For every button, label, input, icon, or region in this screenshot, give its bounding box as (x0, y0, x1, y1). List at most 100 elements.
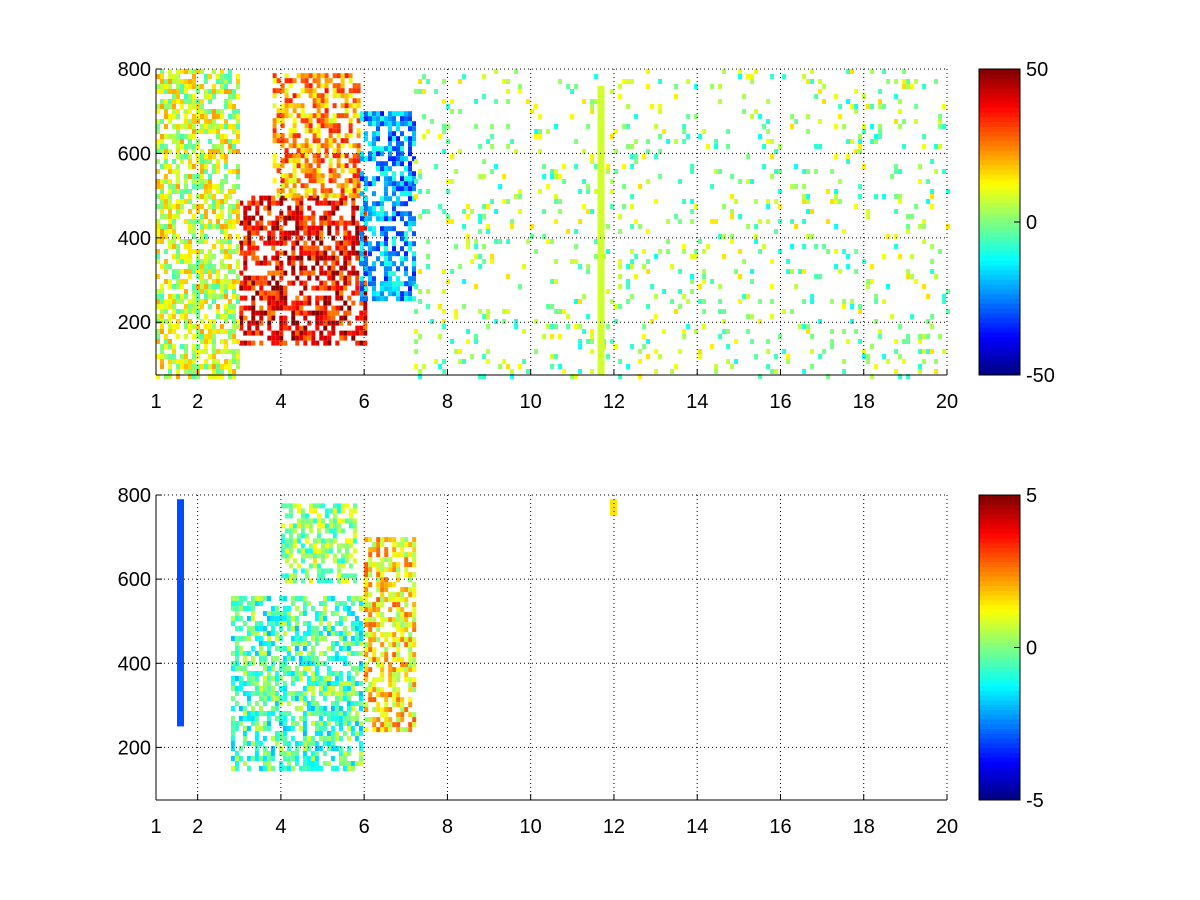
heatmap-cell (368, 557, 373, 563)
heatmap-cell (322, 711, 327, 716)
heatmap-cell (280, 133, 285, 139)
heatmap-cell (384, 161, 388, 167)
heatmap-cell (562, 309, 567, 314)
heatmap-cell (412, 276, 416, 282)
heatmap-cell (303, 265, 308, 271)
colorbar-step (979, 733, 1020, 739)
heatmap-cell (278, 596, 283, 601)
heatmap-cell (212, 169, 216, 174)
heatmap-cell (324, 153, 329, 159)
heatmap-cell (294, 616, 299, 621)
heatmap-cell (296, 163, 301, 169)
heatmap-cell (246, 601, 251, 606)
heatmap-cell (246, 716, 251, 721)
heatmap-cell (176, 249, 180, 254)
colorbar-step (979, 188, 1020, 194)
heatmap-cell (224, 309, 228, 314)
heatmap-cell (196, 374, 200, 379)
heatmap-cell (168, 304, 172, 309)
heatmap-cell (295, 210, 300, 216)
heatmap-cell (376, 687, 381, 693)
heatmap-cell (384, 717, 389, 723)
heatmap-cell (275, 255, 280, 261)
heatmap-cell (384, 116, 388, 122)
heatmap-cell (846, 154, 851, 159)
heatmap-cell (814, 94, 819, 99)
heatmap-cell (282, 671, 287, 676)
heatmap-cell (404, 537, 409, 543)
heatmap-cell (300, 513, 305, 519)
heatmap-cell (360, 256, 364, 262)
heatmap-cell (914, 79, 919, 84)
heatmap-cell (356, 148, 361, 154)
colorbar-step (979, 657, 1020, 663)
heatmap-cell (340, 183, 345, 189)
heatmap-cell (558, 334, 563, 339)
heatmap-cell (331, 330, 336, 336)
heatmap-cell (854, 89, 859, 94)
heatmap-cell (814, 169, 819, 174)
heatmap-cell (842, 124, 847, 129)
heatmap-cell (180, 104, 184, 109)
heatmap-cell (442, 309, 447, 314)
heatmap-cell (279, 215, 284, 221)
heatmap-cell (192, 184, 196, 189)
heatmap-cell (348, 93, 353, 99)
heatmap-cell (302, 746, 307, 751)
heatmap-cell (292, 568, 297, 574)
heatmap-cell (239, 305, 244, 311)
heatmap-cell (172, 304, 176, 309)
colorbar-step (979, 714, 1020, 720)
heatmap-cell (334, 691, 339, 696)
heatmap-cell (267, 295, 272, 301)
heatmap-cell (340, 573, 345, 579)
heatmap-cell (830, 344, 835, 349)
heatmap-cell (392, 692, 397, 698)
colorbar-step (979, 78, 1020, 84)
heatmap-cell (262, 751, 267, 756)
heatmap-cell (304, 128, 309, 134)
heatmap-cell (295, 340, 300, 346)
heatmap-cell (224, 289, 228, 294)
heatmap-cell (160, 149, 164, 154)
heatmap-cell (654, 349, 659, 354)
heatmap-cell (654, 314, 659, 319)
heatmap-cell (326, 721, 331, 726)
colorbar-step (979, 102, 1020, 108)
heatmap-cell (323, 270, 328, 276)
heatmap-cell (164, 309, 168, 314)
heatmap-cell (330, 731, 335, 736)
heatmap-cell (315, 300, 320, 306)
heatmap-cell (486, 224, 491, 229)
heatmap-cell (255, 255, 260, 261)
heatmap-cell (184, 144, 188, 149)
heatmap-cell (351, 210, 356, 216)
heatmap-cell (291, 315, 296, 321)
heatmap-cell (404, 201, 408, 207)
heatmap-cell (172, 89, 176, 94)
heatmap-cell (228, 349, 232, 354)
heatmap-cell (318, 726, 323, 731)
heatmap-cell (271, 340, 276, 346)
heatmap-cell (446, 104, 451, 109)
heatmap-cell (326, 626, 331, 631)
heatmap-cell (338, 656, 343, 661)
heatmap-cell (279, 315, 284, 321)
heatmap-cell (926, 179, 931, 184)
heatmap-cell (315, 285, 320, 291)
heatmap-cell (250, 721, 255, 726)
heatmap-cell (270, 631, 275, 636)
heatmap-cell (180, 154, 184, 159)
heatmap-cell (302, 716, 307, 721)
heatmap-cell (290, 601, 295, 606)
heatmap-cell (396, 727, 401, 733)
heatmap-cell (400, 707, 405, 713)
heatmap-cell (306, 756, 311, 761)
heatmap-cell (188, 139, 192, 144)
heatmap-cell (838, 114, 843, 119)
heatmap-cell (886, 234, 891, 239)
colorbar-step (979, 642, 1020, 648)
heatmap-cell (164, 84, 168, 89)
heatmap-cell (670, 299, 675, 304)
heatmap-cell (254, 731, 259, 736)
